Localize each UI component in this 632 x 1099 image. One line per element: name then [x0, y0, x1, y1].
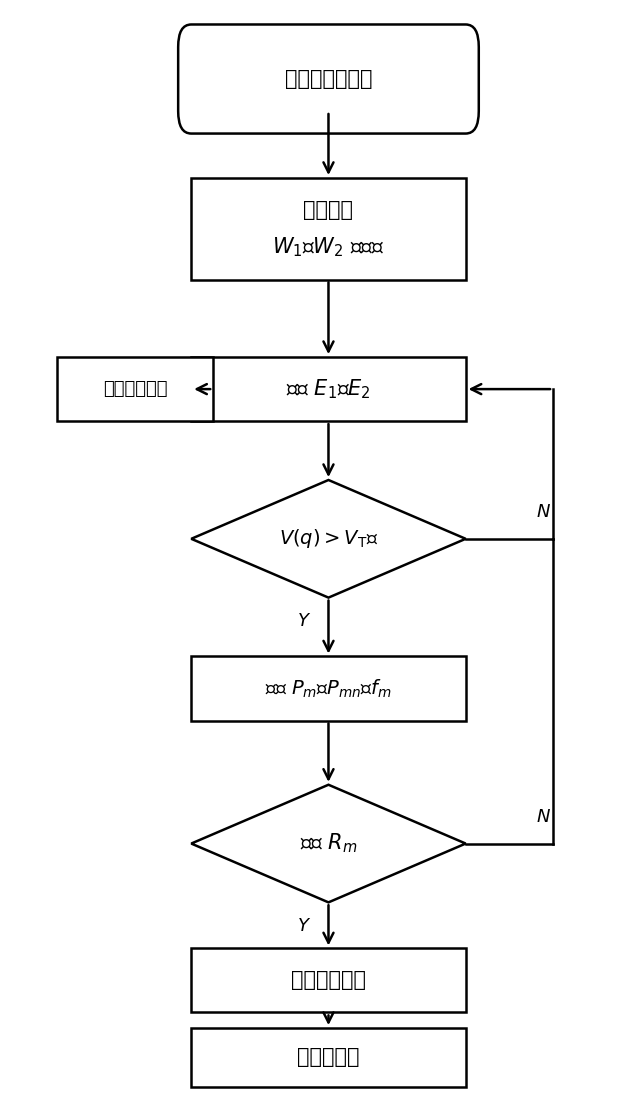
Bar — [57, 357, 213, 421]
Text: 初始化检测参数: 初始化检测参数 — [285, 69, 372, 89]
Bar — [191, 948, 466, 1012]
Text: 唤醒主系统: 唤醒主系统 — [297, 1047, 360, 1067]
Text: 输入采样信号: 输入采样信号 — [103, 380, 167, 398]
FancyBboxPatch shape — [178, 24, 479, 134]
Polygon shape — [191, 480, 466, 598]
Text: Y: Y — [298, 917, 309, 935]
Bar — [191, 656, 466, 721]
Bar — [191, 1028, 466, 1087]
Polygon shape — [191, 785, 466, 902]
Text: N: N — [537, 808, 550, 825]
Text: Y: Y — [298, 612, 309, 630]
Text: N: N — [537, 503, 550, 521]
Text: 判断 $R_m$: 判断 $R_m$ — [300, 832, 357, 855]
Text: 唤醒信号确认: 唤醒信号确认 — [291, 970, 366, 990]
Text: $V(q)$$>$$V_{\mathrm{T}}$？: $V(q)$$>$$V_{\mathrm{T}}$？ — [279, 528, 378, 551]
Bar — [191, 357, 466, 421]
Text: 滑动窗口: 滑动窗口 — [303, 200, 353, 221]
Text: 计算 $E_1$和$E_2$: 计算 $E_1$和$E_2$ — [286, 377, 371, 401]
Text: $W_1$、$W_2$ 初始化: $W_1$、$W_2$ 初始化 — [272, 235, 384, 258]
Text: 计算 $P_m$、$P_{mn}$、$f_m$: 计算 $P_m$、$P_{mn}$、$f_m$ — [265, 677, 392, 700]
Bar — [191, 178, 466, 279]
